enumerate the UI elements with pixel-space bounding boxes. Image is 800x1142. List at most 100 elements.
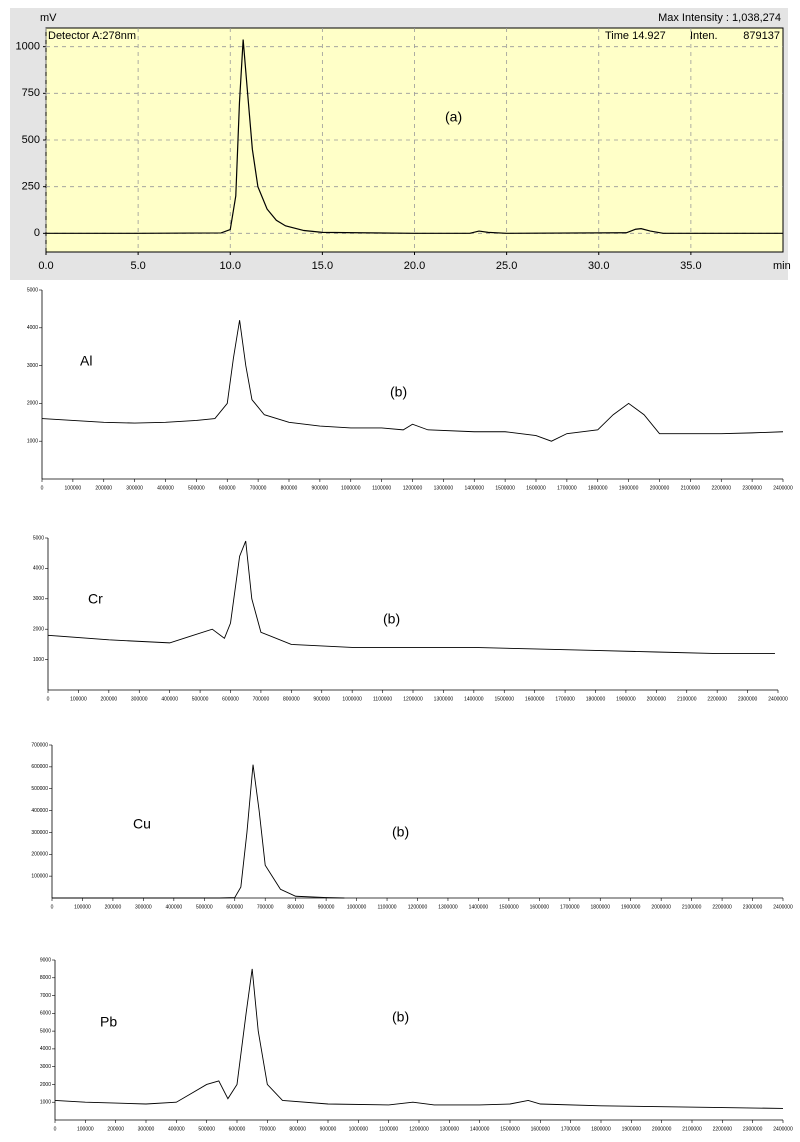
x-tick-label: 2200000 <box>713 1126 733 1132</box>
data-line <box>46 39 783 234</box>
x-tick-label: 600000 <box>229 1126 246 1132</box>
y-tick-label: 1000 <box>33 657 44 663</box>
y-tick-label: 500 <box>22 134 40 146</box>
x-tick-label: 1400000 <box>465 485 485 491</box>
x-tick-label: 1300000 <box>434 485 454 491</box>
x-tick-label: 1200000 <box>403 485 423 491</box>
x-axis-label: min <box>773 260 791 272</box>
x-tick-label: 2300000 <box>742 485 762 491</box>
x-tick-label: 900000 <box>312 485 329 491</box>
x-tick-label: 100000 <box>74 904 91 910</box>
y-tick-label: 700000 <box>31 742 48 748</box>
cursor-info: Inten. <box>690 30 718 42</box>
x-tick-label: 200000 <box>100 696 117 702</box>
x-tick-label: 1500000 <box>495 696 515 702</box>
x-tick-label: 1600000 <box>530 904 550 910</box>
x-tick-label: 300000 <box>126 485 143 491</box>
x-tick-label: 400000 <box>165 904 182 910</box>
x-tick-label: 2000000 <box>650 485 670 491</box>
x-tick-label: 2200000 <box>712 485 732 491</box>
y-tick-label: 5000 <box>40 1028 51 1034</box>
x-tick-label: 2000000 <box>651 904 671 910</box>
y-tick-label: 2000 <box>27 401 38 407</box>
x-tick-label: 900000 <box>318 904 335 910</box>
x-tick-label: 5.0 <box>130 260 145 272</box>
x-tick-label: 1400000 <box>470 1126 490 1132</box>
x-tick-label: 900000 <box>320 1126 337 1132</box>
x-tick-label: 1700000 <box>561 1126 581 1132</box>
x-tick-label: 500000 <box>188 485 205 491</box>
y-tick-label: 500000 <box>31 786 48 792</box>
x-tick-label: 200000 <box>95 485 112 491</box>
x-tick-label: 2300000 <box>738 696 758 702</box>
x-tick-label: 1000000 <box>341 485 361 491</box>
x-tick-label: 600000 <box>222 696 239 702</box>
annotation: (a) <box>445 109 462 125</box>
detector: Detector A:278nm <box>48 30 136 42</box>
x-tick-label: 20.0 <box>404 260 425 272</box>
y-tick-label: 300000 <box>31 830 48 836</box>
x-tick-label: 2200000 <box>712 904 732 910</box>
x-tick-label: 35.0 <box>680 260 701 272</box>
y-tick-label: 2000 <box>40 1082 51 1088</box>
x-tick-label: 1800000 <box>591 1126 611 1132</box>
x-tick-label: 2300000 <box>743 1126 763 1132</box>
x-tick-label: 100000 <box>65 485 82 491</box>
data-line <box>41 320 784 442</box>
annotation: (b) <box>392 824 409 840</box>
x-tick-label: 600000 <box>219 485 236 491</box>
x-tick-label: 400000 <box>157 485 174 491</box>
x-tick-label: 1000000 <box>349 1126 369 1132</box>
y-tick-label: 8000 <box>40 975 51 981</box>
y-tick-label: 6000 <box>40 1011 51 1017</box>
y-tick-label: 2000 <box>33 627 44 633</box>
y-tick-label: 5000 <box>27 287 38 293</box>
y-tick-label: 4000 <box>33 566 44 572</box>
x-tick-label: 500000 <box>198 1126 215 1132</box>
element-label: Pb <box>100 1014 117 1030</box>
y-tick-label: 1000 <box>16 41 40 53</box>
x-tick-label: 30.0 <box>588 260 609 272</box>
x-tick-label: 0 <box>51 904 54 910</box>
x-tick-label: 1700000 <box>555 696 575 702</box>
x-tick-label: 1100000 <box>373 696 392 702</box>
x-tick-label: 1100000 <box>377 904 396 910</box>
x-tick-label: 300000 <box>131 696 148 702</box>
y-tick-label: 1000 <box>40 1100 51 1106</box>
x-tick-label: 2400000 <box>773 904 793 910</box>
x-tick-label: 700000 <box>253 696 270 702</box>
x-tick-label: 1800000 <box>586 696 606 702</box>
x-tick-label: 100000 <box>77 1126 94 1132</box>
x-tick-label: 1800000 <box>591 904 611 910</box>
x-tick-label: 0 <box>54 1126 57 1132</box>
annotation: (b) <box>390 384 407 400</box>
x-tick-label: 600000 <box>226 904 243 910</box>
x-tick-label: 1600000 <box>531 1126 551 1132</box>
x-tick-label: 1100000 <box>379 1126 398 1132</box>
x-tick-label: 800000 <box>287 904 304 910</box>
element-label: Cu <box>133 816 151 832</box>
element-label: Cr <box>88 591 103 607</box>
x-tick-label: 700000 <box>257 904 274 910</box>
x-tick-label: 0 <box>41 485 44 491</box>
x-tick-label: 2100000 <box>681 485 701 491</box>
y-tick-label: 4000 <box>40 1046 51 1052</box>
y-axis-label: mV <box>40 12 57 24</box>
x-tick-label: 1500000 <box>495 485 515 491</box>
x-tick-label: 1500000 <box>499 904 519 910</box>
cursor-info: 879137 <box>743 30 780 42</box>
x-tick-label: 2400000 <box>773 485 793 491</box>
max-intensity: Max Intensity : 1,038,274 <box>658 12 781 24</box>
x-tick-label: 10.0 <box>220 260 241 272</box>
x-tick-label: 1500000 <box>500 1126 520 1132</box>
x-tick-label: 200000 <box>107 1126 124 1132</box>
x-tick-label: 800000 <box>281 485 298 491</box>
x-tick-label: 1100000 <box>372 485 391 491</box>
x-tick-label: 2400000 <box>768 696 788 702</box>
cursor-info: Time 14.927 <box>605 30 666 42</box>
y-tick-label: 3000 <box>27 363 38 369</box>
x-tick-label: 500000 <box>192 696 209 702</box>
x-tick-label: 100000 <box>70 696 87 702</box>
y-tick-label: 400000 <box>31 808 48 814</box>
